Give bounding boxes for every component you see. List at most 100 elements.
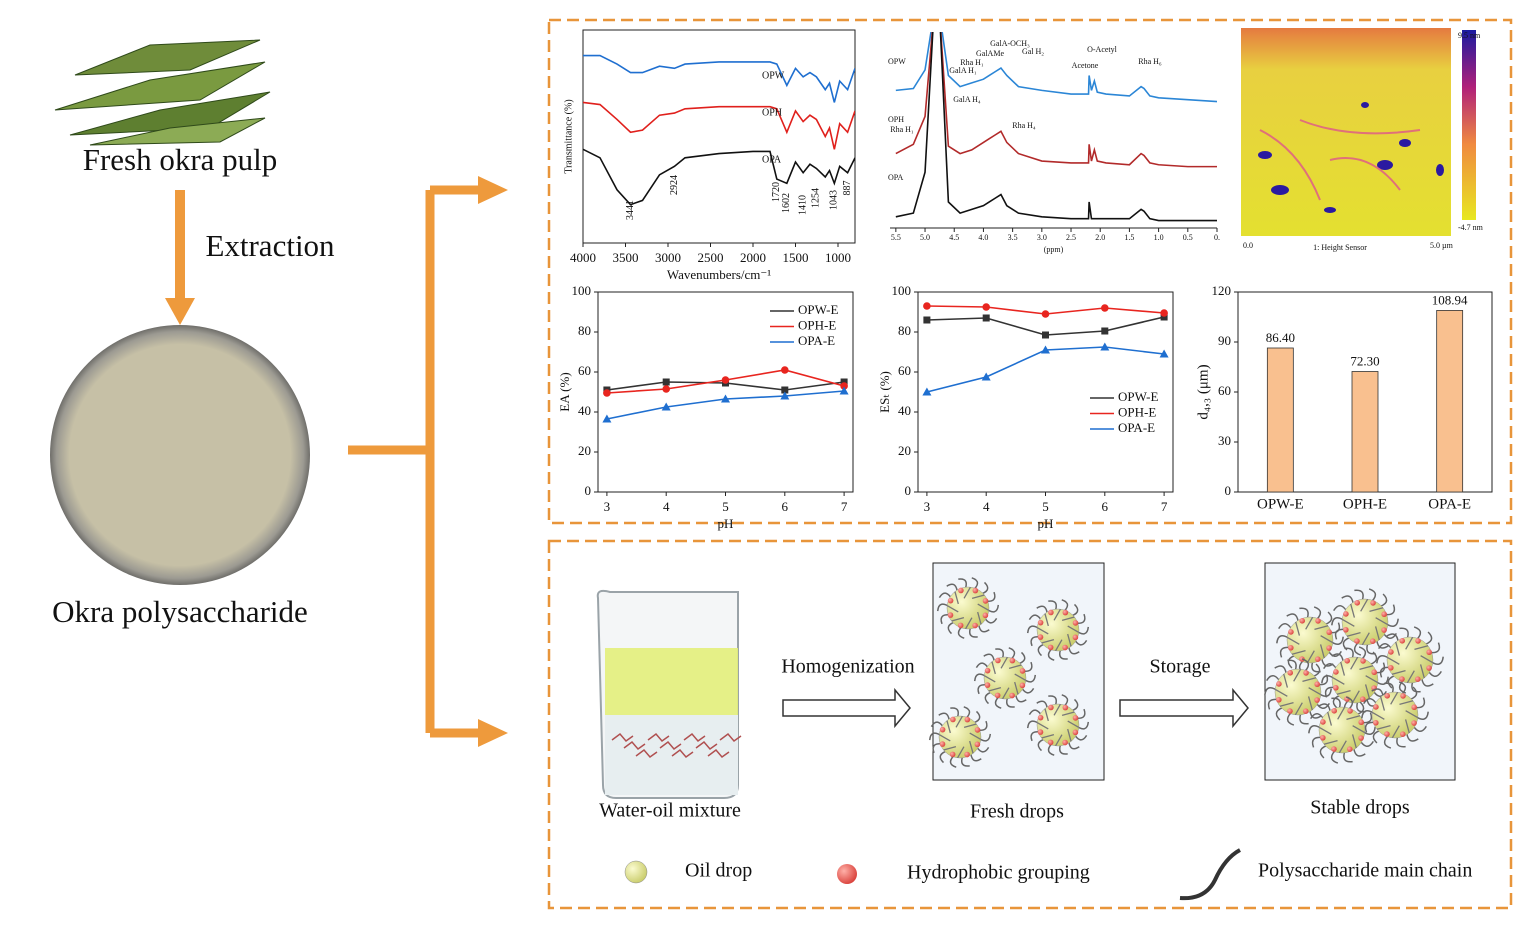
y-tick-label: 120 [1212,283,1232,298]
hydrophobic-group [1400,693,1406,699]
hydrophobic-group [1373,719,1379,726]
chain [1331,676,1345,685]
chain [951,617,965,622]
hydrophobic-group [1354,638,1360,644]
hydrophobic-group [1388,664,1394,671]
drop [1361,681,1429,749]
chain [1044,613,1049,627]
x-tick-label: 4 [983,499,990,514]
oil-drop [1274,668,1322,716]
hydrophobic-group [1037,619,1044,626]
hydrophobic-group [1331,708,1338,714]
oil-drop [1286,616,1334,664]
hydrophobic-group [1047,644,1054,651]
hydrophobic-group [957,622,964,629]
hydrophobic-group [984,667,991,674]
oil-drop [1331,656,1379,704]
chain [955,715,963,728]
chain [938,734,951,742]
peak-label: 1043 [829,190,840,210]
chain [719,732,742,743]
series-line [895,32,1217,103]
y-tick-label: 60 [898,363,911,378]
series-label: OPW [888,57,906,66]
chain [943,746,957,751]
hydrophobic-group [1009,657,1016,664]
hydrophobic-group [1360,658,1366,664]
chain [971,594,985,599]
chain [1055,639,1063,652]
okra-image [54,39,271,146]
peak-label: 2924 [669,175,680,195]
x-tick-label: 5 [1042,499,1049,514]
series-line [583,148,855,206]
chain [957,746,965,759]
chain [1395,641,1401,656]
chain [1406,670,1415,684]
peak-label: Rha H₆ [1138,57,1162,66]
y-tick-label: 90 [1218,333,1231,348]
results-panel [547,18,1513,525]
hydrophobic-group [1276,696,1282,703]
chain [635,748,658,759]
oil-drop [983,656,1027,700]
chain [1319,644,1325,659]
arrow-heads [478,176,508,747]
hydrophobic-group [939,741,946,747]
hydrophobic-group [1326,629,1332,636]
hydrophobic-group [1072,715,1079,721]
hydrophobic-group [1399,638,1406,644]
chain [1374,626,1380,641]
hydrophobic-group [964,716,971,723]
marker [662,385,670,393]
chain [1053,703,1061,716]
hydrophobic-group [1288,644,1294,651]
step-label: Storage [1149,656,1210,678]
hydrophobic-group [1414,676,1421,682]
drop [1331,588,1399,656]
value-label: 108.94 [1432,292,1468,307]
hydrophobic-group [1320,734,1326,741]
oil-drop [1371,691,1419,739]
x-tick-label: 2.0 [1095,233,1105,242]
hydrophobic-group [1062,704,1069,711]
y-tick-label: 0 [905,483,912,498]
series-label: OPW [762,70,785,81]
chain [1375,617,1389,626]
x-tick-label: 7 [1161,499,1168,514]
chain [1340,661,1346,676]
hydrophobic-group [1381,611,1387,618]
hydrophobic-group [995,657,1001,664]
chain [1291,649,1306,655]
peak-label: GalA H₄ [953,95,981,104]
drop [1276,606,1344,674]
hydrophobic-group [1399,676,1405,682]
chain [1293,668,1302,682]
marker [781,366,789,374]
y-tick-label: 0 [585,483,592,498]
hydrophobic-group [1359,696,1366,702]
chain [1352,725,1366,734]
hydrophobic-group [1326,645,1332,651]
chain [695,740,718,751]
chain [969,740,974,754]
x-tick-label: 5 [722,499,729,514]
x-tick-label: 2500 [698,250,724,265]
chain [1044,708,1049,722]
oil-drop [1386,636,1434,684]
marker [1100,342,1110,351]
oil-drop [1341,598,1389,646]
y-tick-label: 40 [898,403,911,418]
x-tick-label: 0. [1214,233,1220,242]
chain [1351,734,1357,749]
chain [1041,734,1055,739]
legend-text: OPW-E [1118,389,1159,404]
hydrophobic-group [1072,729,1079,736]
chain [611,732,634,743]
chain [1307,696,1313,711]
hydrophobic-group [1358,719,1364,726]
red-icon [837,864,857,884]
x-tick-label: 5.5 [891,233,901,242]
chain [671,748,694,759]
legend-text: OPH-E [798,317,836,332]
